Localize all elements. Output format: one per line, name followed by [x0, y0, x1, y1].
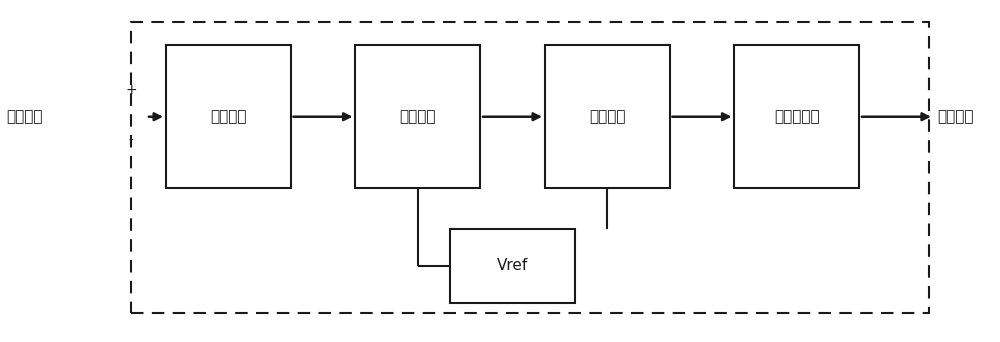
Text: 图腾柱驱动: 图腾柱驱动	[774, 109, 819, 124]
Bar	[355, 45, 480, 188]
Bar	[166, 45, 291, 188]
Bar	[545, 45, 670, 188]
Text: +: +	[125, 82, 137, 96]
Text: 差分运算: 差分运算	[210, 109, 247, 124]
Bar	[131, 22, 929, 314]
Text: -: -	[129, 133, 133, 147]
Text: 控制信号: 控制信号	[6, 109, 43, 124]
Bar	[450, 229, 575, 303]
Text: Vref: Vref	[497, 259, 528, 274]
Text: 补偶放大: 补偶放大	[399, 109, 436, 124]
Text: 迟滙比较: 迟滙比较	[589, 109, 625, 124]
Text: 驱动输出: 驱动输出	[937, 109, 973, 124]
Bar	[734, 45, 859, 188]
